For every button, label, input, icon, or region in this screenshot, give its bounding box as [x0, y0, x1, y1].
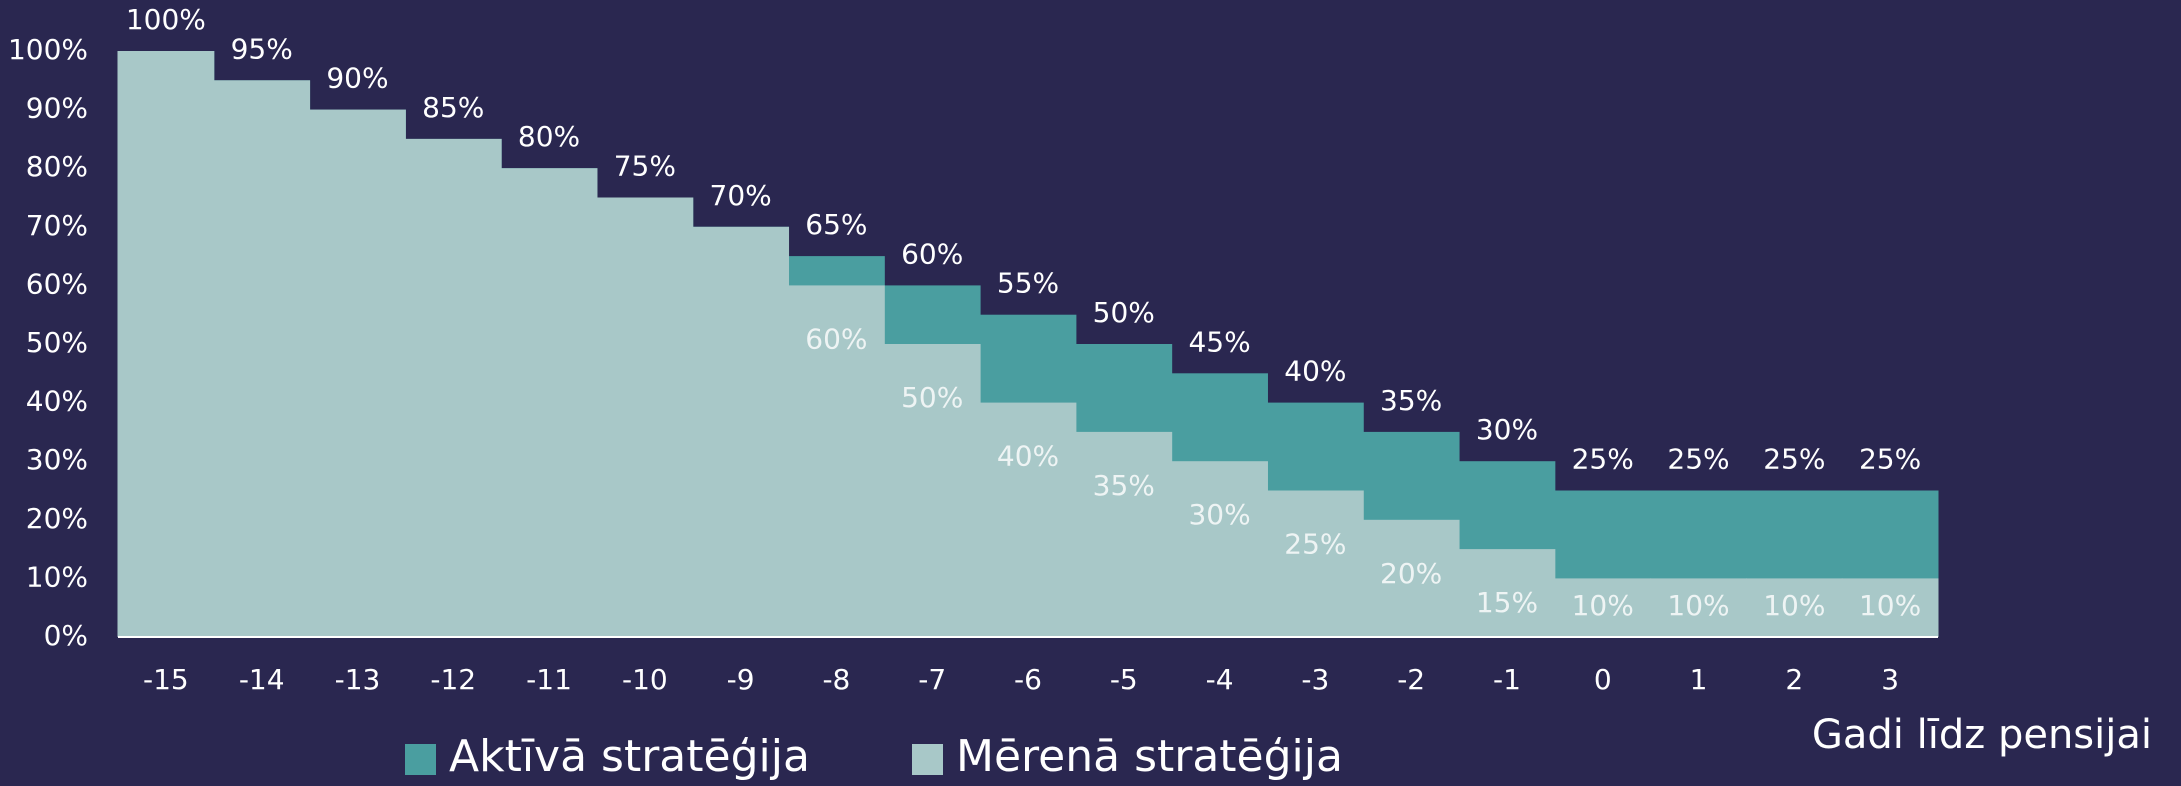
- area-step: [500, 168, 598, 637]
- y-tick-label: 70%: [26, 209, 88, 242]
- y-tick-label: 80%: [26, 150, 88, 183]
- y-tick-label: 50%: [26, 326, 88, 359]
- data-label: 90%: [326, 62, 388, 95]
- x-tick-label: -12: [430, 663, 476, 696]
- area-step: [404, 138, 502, 637]
- area-step: [596, 197, 694, 637]
- x-tick-label: -6: [1014, 663, 1042, 696]
- area-step: [788, 285, 885, 637]
- x-tick-label: -4: [1206, 663, 1234, 696]
- area-step: [979, 402, 1077, 637]
- data-label: 25%: [1667, 443, 1729, 476]
- area-step: [1075, 431, 1173, 637]
- x-tick-label: -15: [143, 663, 189, 696]
- x-tick-label: -10: [622, 663, 668, 696]
- area-step: [883, 344, 981, 637]
- data-label: 60%: [901, 237, 963, 270]
- data-label: 20%: [1380, 557, 1442, 590]
- x-tick-label: -11: [526, 663, 572, 696]
- data-label: 30%: [1188, 498, 1250, 531]
- y-tick-label: 60%: [26, 267, 88, 300]
- data-label: 75%: [614, 150, 676, 183]
- data-label: 10%: [1763, 589, 1825, 622]
- area-step: [1171, 461, 1268, 637]
- data-label: 70%: [710, 179, 772, 212]
- area-step: [213, 80, 311, 638]
- x-tick-label: -3: [1301, 663, 1329, 696]
- y-tick-label: 40%: [26, 385, 88, 418]
- x-tick-label: -5: [1110, 663, 1138, 696]
- data-label: 10%: [1667, 589, 1729, 622]
- y-tick-label: 30%: [26, 443, 88, 476]
- data-label: 40%: [997, 440, 1059, 473]
- data-label: 10%: [1859, 589, 1921, 622]
- data-label: 25%: [1763, 443, 1825, 476]
- x-axis-label: Gadi līdz pensijai: [1812, 712, 2152, 758]
- x-tick-label: -8: [822, 663, 850, 696]
- x-tick-label: -1: [1493, 663, 1521, 696]
- y-tick-label: 90%: [26, 92, 88, 125]
- data-label: 40%: [1284, 355, 1346, 388]
- data-label: 65%: [805, 208, 867, 241]
- x-tick-label: -2: [1397, 663, 1425, 696]
- data-label: 95%: [231, 32, 293, 65]
- area-step: [117, 51, 215, 637]
- data-label: 35%: [1093, 469, 1155, 502]
- legend-label: Mērenā stratēģija: [956, 731, 1343, 782]
- x-tick-label: -9: [727, 663, 755, 696]
- x-tick-label: 0: [1594, 663, 1612, 696]
- x-tick-label: -13: [335, 663, 381, 696]
- legend-label: Aktīvā stratēģija: [449, 731, 810, 782]
- area-step: [1458, 549, 1556, 637]
- legend-swatch: [912, 744, 943, 775]
- area-step: [1266, 490, 1364, 637]
- area-step: [309, 109, 406, 638]
- y-tick-label: 0%: [44, 619, 88, 652]
- data-label: 50%: [1093, 296, 1155, 329]
- area-step: [1745, 578, 1843, 637]
- data-label: 15%: [1476, 586, 1538, 619]
- data-label: 85%: [422, 91, 484, 124]
- x-tick-label: -14: [239, 663, 285, 696]
- area-step: [1554, 578, 1652, 637]
- data-label: 25%: [1859, 443, 1921, 476]
- y-tick-label: 10%: [26, 560, 88, 593]
- data-label: 45%: [1188, 325, 1250, 358]
- x-tick-label: 1: [1690, 663, 1708, 696]
- data-label: 55%: [997, 267, 1059, 300]
- data-label: 10%: [1572, 589, 1634, 622]
- x-tick-label: 3: [1881, 663, 1899, 696]
- data-label: 25%: [1572, 443, 1634, 476]
- data-label: 35%: [1380, 384, 1442, 417]
- y-tick-label: 100%: [8, 33, 88, 66]
- data-label: 60%: [805, 322, 867, 355]
- y-tick-label: 20%: [26, 502, 88, 535]
- data-label: 25%: [1284, 528, 1346, 561]
- area-step: [1650, 578, 1747, 637]
- area-step: [1362, 519, 1460, 637]
- legend-swatch: [405, 744, 436, 775]
- data-label: 100%: [126, 3, 206, 36]
- data-label: 80%: [518, 120, 580, 153]
- x-tick-label: 2: [1785, 663, 1803, 696]
- x-tick-label: -7: [918, 663, 946, 696]
- data-label: 50%: [901, 381, 963, 414]
- area-step: [692, 226, 790, 638]
- data-label: 30%: [1476, 413, 1538, 446]
- area-step: [1841, 578, 1939, 637]
